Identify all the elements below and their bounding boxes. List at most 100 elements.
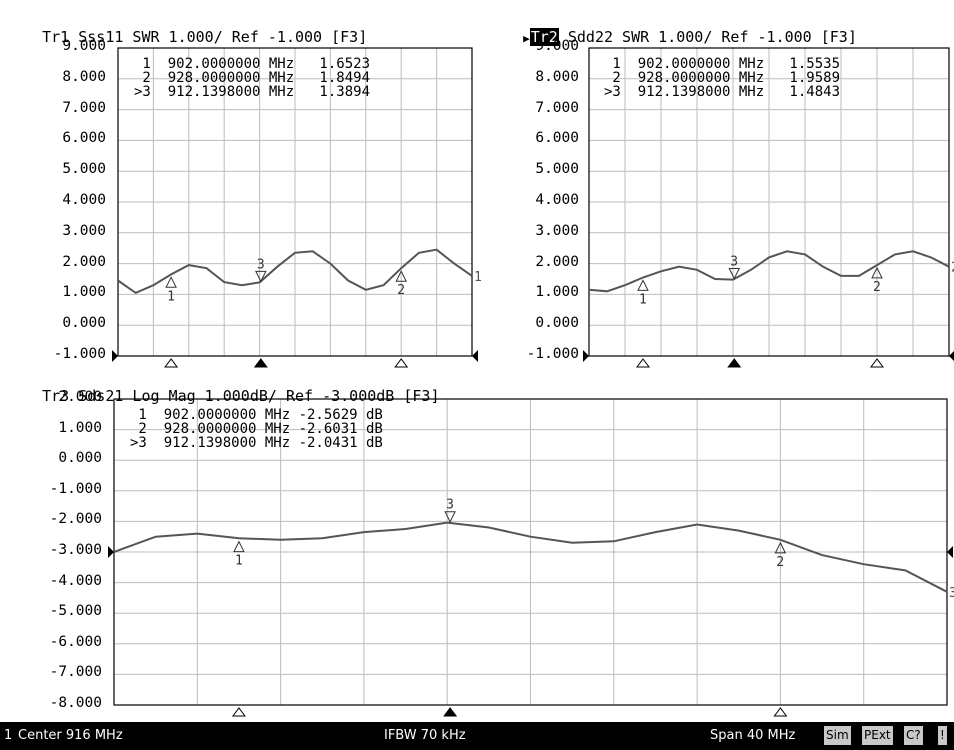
trace-end-label: 1: [474, 270, 482, 285]
y-tick-label: 1.000: [58, 419, 102, 436]
y-tick-label: -8.000: [49, 695, 102, 711]
y-tick-label: -3.000: [49, 542, 102, 558]
y-tick-label: -1.000: [49, 480, 102, 497]
marker-label: 1: [235, 554, 243, 569]
marker-readout-row: 2 928.0000000 MHz 1.8494: [134, 70, 371, 86]
x-marker-indicator-icon: [636, 358, 650, 368]
marker-1: 1: [233, 540, 245, 569]
marker-label: 3: [257, 257, 265, 272]
marker-readout-table: 1 902.0000000 MHz 1.5535 2 928.0000000 M…: [604, 57, 840, 99]
marker-1: 1: [637, 279, 649, 307]
marker-2: 2: [871, 266, 883, 295]
marker-triangle-icon: [444, 511, 456, 523]
y-tick-label: -4.000: [49, 572, 102, 589]
trace-panel-tr2[interactable]: ▶Tr2 Sdd22 SWR 1.000/ Ref -1.000 [F3] 9.…: [477, 0, 954, 368]
y-tick-label: 0.000: [535, 315, 579, 332]
x-marker-indicator-icon: [164, 358, 179, 368]
x-marker-indicator-icon: [394, 358, 409, 368]
port-extension-indicator: PExt: [862, 726, 893, 745]
y-tick-label: -1.000: [53, 346, 106, 362]
y-tick-label: 7.000: [535, 99, 579, 116]
y-tick-label: 3.000: [535, 222, 579, 239]
x-marker-indicator-icon: [727, 358, 742, 368]
marker-triangle-icon: [871, 266, 883, 279]
span-frequency[interactable]: Span 40 MHz: [710, 728, 796, 743]
y-tick-label: 4.000: [62, 192, 106, 208]
status-bar: 1 Center 916 MHz IFBW 70 kHz Span 40 MHz…: [0, 722, 954, 750]
marker-2: 2: [774, 541, 787, 570]
y-tick-label: 6.000: [535, 130, 579, 147]
center-frequency[interactable]: Center 916 MHz: [18, 728, 123, 743]
trace-header-tr3[interactable]: Tr3 Sds21 Log Mag 1.000dB/ Ref -3.000dB …: [6, 369, 439, 423]
marker-label: 3: [446, 498, 454, 513]
marker-triangle-icon: [165, 276, 177, 288]
y-tick-label: -6.000: [49, 633, 102, 650]
y-tick-label: 7.000: [62, 99, 106, 116]
channel-number[interactable]: 1: [4, 728, 13, 743]
trace-line: [588, 250, 950, 293]
trace-end-label: 3: [949, 586, 954, 601]
marker-2: 2: [395, 270, 408, 298]
trace-panel-tr1[interactable]: Tr1 Sss11 SWR 1.000/ Ref -1.000 [F3] 9.0…: [0, 0, 482, 368]
marker-readout-row: 2 928.0000000 MHz -2.6031 dB: [130, 421, 383, 437]
trace-header-text: Sss11 SWR 1.000/ Ref -1.000 [F3]: [69, 28, 368, 46]
y-tick-label: 2.000: [58, 389, 102, 405]
ifbw-setting[interactable]: IFBW 70 kHz: [384, 728, 466, 743]
y-tick-label: 6.000: [62, 130, 106, 147]
trace-tag: Tr3: [42, 387, 70, 405]
reference-right-arrow-icon: [472, 350, 478, 362]
reference-left-arrow-icon: [108, 546, 114, 558]
marker-triangle-icon: [395, 270, 408, 282]
reference-right-arrow-icon: [949, 351, 954, 361]
y-tick-label: -1.000: [526, 346, 579, 362]
y-tick-label: -2.000: [49, 511, 102, 528]
chart-plot-tr2: 2 1 2 3: [583, 47, 954, 368]
y-tick-label: 0.000: [62, 315, 106, 332]
marker-label: 1: [639, 292, 647, 307]
marker-readout-row: 2 928.0000000 MHz 1.9589: [604, 70, 841, 86]
marker-triangle-icon: [255, 270, 267, 283]
calibration-indicator: C?: [904, 726, 923, 745]
trace-line: [117, 248, 473, 295]
y-tick-label: 2.000: [535, 253, 579, 270]
y-tick-label: 0.000: [58, 450, 102, 467]
trace-header-tr1[interactable]: Tr1 Sss11 SWR 1.000/ Ref -1.000 [F3]: [6, 10, 367, 64]
marker-3: 3: [728, 254, 741, 280]
y-tick-label: -7.000: [49, 664, 102, 681]
marker-readout-row: 1 902.0000000 MHz -2.5629 dB: [130, 407, 383, 423]
trace-line: [113, 521, 948, 593]
trace-tag: Tr1: [42, 28, 70, 46]
x-marker-indicator-icon: [253, 358, 268, 368]
y-tick-label: 1.000: [535, 284, 579, 301]
marker-readout-row: 1 902.0000000 MHz 1.5535: [604, 56, 841, 72]
y-tick-label: 5.000: [62, 161, 106, 178]
marker-1: 1: [165, 276, 177, 304]
x-marker-indicator-icon: [231, 707, 246, 717]
trace-header-tr2[interactable]: ▶Tr2 Sdd22 SWR 1.000/ Ref -1.000 [F3]: [487, 10, 857, 66]
reference-left-arrow-icon: [583, 350, 589, 362]
marker-triangle-icon: [637, 279, 649, 291]
warning-indicator: !: [938, 726, 947, 745]
marker-triangle-icon: [774, 541, 787, 554]
marker-readout-row: >3 912.1398000 MHz 1.3894: [134, 84, 371, 100]
marker-label: 2: [776, 555, 784, 570]
reference-left-arrow-icon: [112, 350, 118, 362]
x-marker-indicator-icon: [773, 707, 788, 717]
active-trace-arrow-icon: ▶: [523, 32, 530, 45]
marker-readout-table: 1 902.0000000 MHz -2.5629 dB 2 928.00000…: [130, 408, 383, 450]
y-tick-label: 9.000: [62, 38, 106, 54]
marker-label: 3: [730, 254, 738, 269]
trace-header-text: Sdd22 SWR 1.000/ Ref -1.000 [F3]: [558, 28, 857, 46]
marker-readout-table: 1 902.0000000 MHz 1.6523 2 928.0000000 M…: [134, 57, 370, 99]
y-tick-label: 8.000: [535, 68, 579, 85]
marker-readout-row: >3 912.1398000 MHz -2.0431 dB: [130, 435, 383, 451]
chart-plot-tr3: 3 1 2 3: [108, 398, 954, 717]
trace-tag-active: Tr2: [529, 28, 559, 46]
chart-plot-tr1: 1 1 2 3: [112, 47, 482, 368]
y-tick-label: 3.000: [62, 222, 106, 239]
plot-frame: [588, 47, 950, 357]
trace-panel-tr3[interactable]: Tr3 Sds21 Log Mag 1.000dB/ Ref -3.000dB …: [0, 368, 954, 722]
marker-readout-row: 1 902.0000000 MHz 1.6523: [134, 56, 371, 72]
plot-frame: [117, 47, 473, 357]
x-marker-indicator-icon: [443, 707, 458, 717]
